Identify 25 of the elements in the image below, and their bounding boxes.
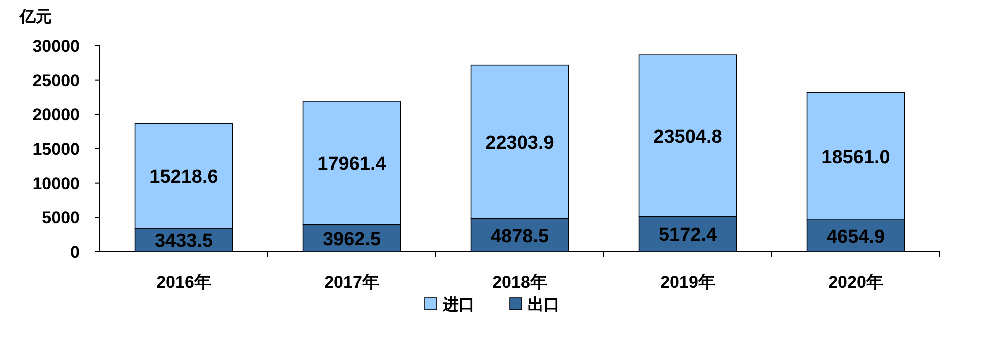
y-tick-label: 30000 [32,37,80,56]
legend-label: 进口 [442,296,475,314]
data-label: 22303.9 [486,132,554,154]
y-tick-label: 10000 [32,174,80,194]
y-tick-label: 0 [70,243,80,262]
x-tick-label: 2017年 [324,273,380,292]
y-tick-label: 25000 [32,71,80,90]
data-label: 4878.5 [490,226,550,248]
y-axis-title: 亿元 [19,8,52,26]
x-tick-label: 2016年 [156,273,212,292]
data-label: 4654.9 [826,227,886,248]
data-label: 17961.4 [318,154,387,176]
data-label: 3433.5 [154,231,214,252]
data-label: 15218.6 [150,167,218,188]
x-tick-label: 2020年 [828,273,884,292]
data-label: 18561.0 [822,147,890,168]
x-tick-label: 2019年 [660,273,716,292]
data-label: 23504.8 [654,126,722,148]
y-tick-label: 15000 [32,140,80,159]
x-tick-label: 2018年 [492,273,548,292]
data-label: 3962.5 [322,229,382,250]
y-tick-label: 20000 [32,106,80,125]
legend-label: 出口 [528,296,560,314]
data-label: 5172.4 [658,225,718,246]
y-tick-label: 5000 [42,208,80,228]
